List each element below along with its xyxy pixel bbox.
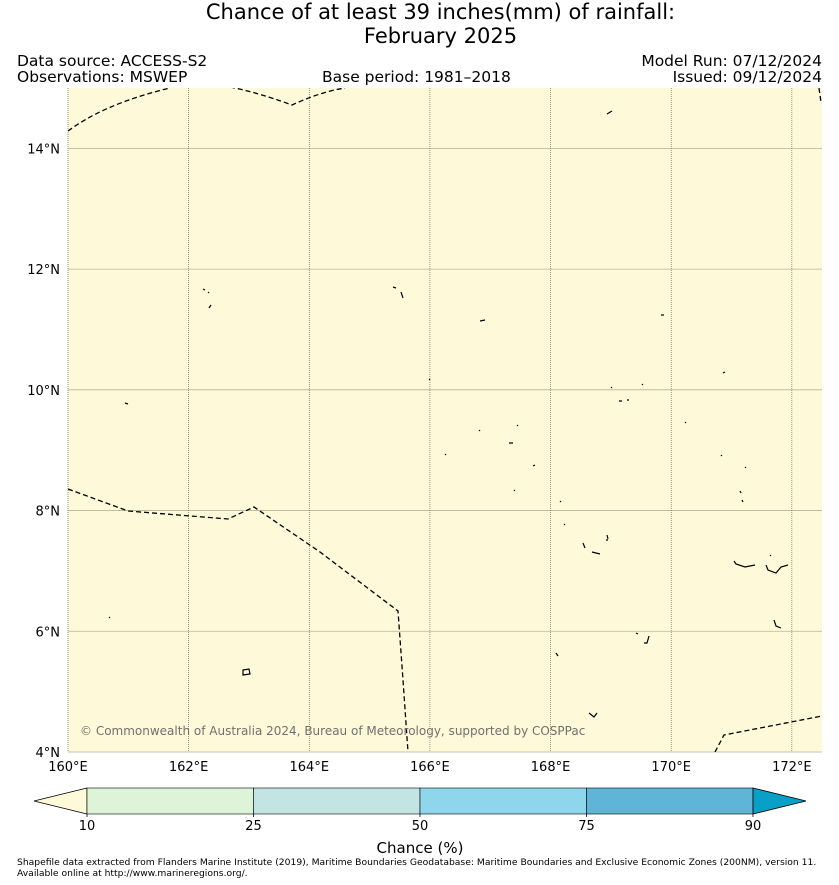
longitude-tick-label: 166°E [410, 760, 450, 775]
title-line-1: Chance of at least 39 inches(mm) of rain… [205, 0, 676, 24]
longitude-tick-label: 164°E [290, 760, 330, 775]
copyright-notice: © Commonwealth of Australia 2024, Bureau… [80, 724, 585, 738]
latitude-labels: 4°N 6°N 8°N 10°N 12°N 14°N [27, 142, 60, 761]
colorbar: 10 25 50 75 90 [33, 787, 807, 834]
latitude-tick-label: 10°N [27, 384, 60, 399]
graticule [67, 88, 822, 753]
observations-label: Observations: MSWEP [17, 68, 188, 86]
colorbar-bin [586, 787, 754, 815]
footer-attribution: Shapefile data extracted from Flanders M… [17, 857, 816, 879]
latitude-tick-label: 8°N [36, 505, 61, 520]
map-plot-area [68, 88, 822, 752]
colorbar-tick-label: 75 [578, 819, 595, 834]
colorbar-tick-label: 50 [412, 819, 429, 834]
longitude-tick-label: 162°E [169, 760, 209, 775]
colorbar-bin [253, 787, 421, 815]
colorbar-label: Chance (%) [377, 839, 464, 857]
latitude-tick-label: 14°N [27, 142, 60, 157]
map-title: Chance of at least 39 inches(mm) of rain… [0, 0, 839, 48]
colorbar-underflow-arrow [33, 787, 88, 815]
longitude-tick-label: 160°E [48, 760, 88, 775]
longitude-tick-label: 170°E [651, 760, 691, 775]
longitude-tick-label: 172°E [772, 760, 812, 775]
latitude-tick-label: 6°N [36, 625, 61, 640]
latitude-tick-label: 12°N [27, 263, 60, 278]
footer-line-1: Shapefile data extracted from Flanders M… [17, 857, 817, 868]
colorbar-overflow-arrow [752, 787, 807, 815]
model-run-label: Model Run: 07/12/2024 [641, 52, 822, 70]
latitude-tick-label: 4°N [36, 746, 61, 761]
longitude-tick-label: 168°E [531, 760, 571, 775]
data-source-label: Data source: ACCESS-S2 [17, 52, 208, 70]
colorbar-tick-label: 25 [245, 819, 262, 834]
colorbar-bin [419, 787, 587, 815]
eez-boundary-central [68, 488, 409, 752]
eez-boundary-northeast [818, 88, 822, 105]
colorbar-tick-label: 90 [745, 819, 762, 834]
base-period-label: Base period: 1981–2018 [322, 68, 511, 86]
colorbar-bin [86, 787, 254, 815]
islands [108, 110, 789, 718]
footer-line-2: Available online at http://www.marinereg… [17, 868, 248, 879]
issued-label: Issued: 09/12/2024 [672, 68, 822, 86]
longitude-labels: 160°E 162°E 164°E 166°E 168°E 170°E 172°E [48, 760, 811, 775]
colorbar-tick-label: 10 [79, 819, 96, 834]
eez-boundary-northwest [68, 88, 346, 132]
title-line-2: February 2025 [363, 24, 518, 48]
eez-boundary-southeast [714, 715, 822, 752]
coastlines-and-boundaries [68, 88, 822, 752]
